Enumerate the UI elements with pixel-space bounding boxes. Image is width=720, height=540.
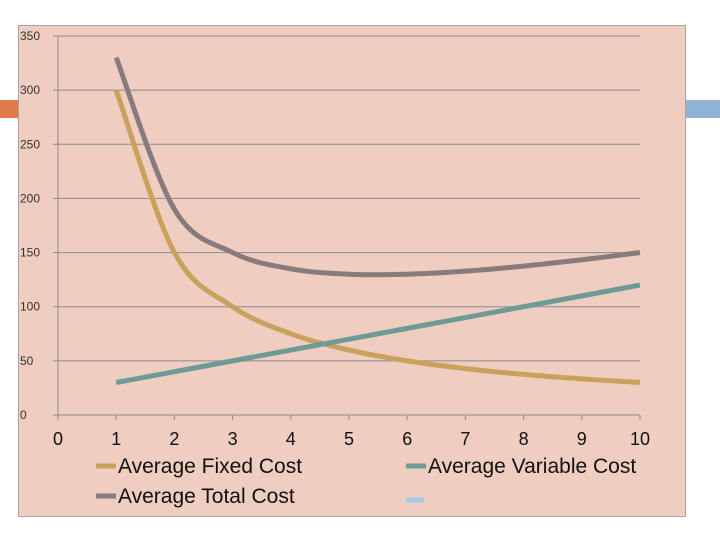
- y-tick-label: 50: [20, 354, 34, 368]
- x-tick-label: 8: [519, 429, 529, 449]
- y-tick-label: 100: [20, 300, 40, 314]
- y-tick-label: 350: [20, 29, 40, 43]
- y-tick-label: 150: [20, 246, 40, 260]
- y-tick-label: 0: [20, 408, 27, 422]
- x-tick-label: 9: [577, 429, 587, 449]
- series-line: [113, 89, 641, 386]
- x-tick-label: 4: [286, 429, 296, 449]
- x-tick-label: 2: [169, 429, 179, 449]
- x-tick-label: 0: [53, 429, 63, 449]
- x-tick-label: 7: [460, 429, 470, 449]
- x-tick-label: 3: [228, 429, 238, 449]
- series-line: [113, 56, 641, 278]
- y-tick-label: 200: [20, 191, 40, 205]
- series-line: [115, 282, 641, 385]
- slide-accent: [684, 100, 720, 118]
- legend-label: Average Variable Cost: [428, 455, 636, 478]
- slide-accent: [0, 100, 20, 118]
- x-tick-label: 1: [111, 429, 121, 449]
- x-tick-label: 10: [630, 429, 650, 449]
- chart-area: [18, 25, 686, 517]
- y-tick-label: 250: [20, 137, 40, 151]
- y-tick-label: 300: [20, 83, 40, 97]
- legend-label: Average Total Cost: [118, 485, 295, 508]
- x-tick-label: 5: [344, 429, 354, 449]
- legend-label: Average Fixed Cost: [118, 455, 302, 478]
- x-tick-label: 6: [402, 429, 412, 449]
